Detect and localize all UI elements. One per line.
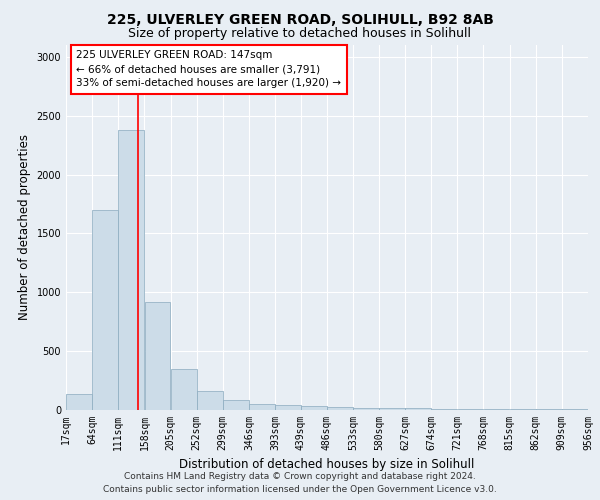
Bar bbox=[66, 394, 92, 410]
Bar bbox=[170, 370, 197, 410]
Bar bbox=[484, 409, 509, 410]
Bar bbox=[405, 408, 431, 410]
Bar bbox=[379, 408, 405, 410]
Y-axis label: Number of detached properties: Number of detached properties bbox=[18, 134, 31, 320]
Text: 225 ULVERLEY GREEN ROAD: 147sqm
← 66% of detached houses are smaller (3,791)
33%: 225 ULVERLEY GREEN ROAD: 147sqm ← 66% of… bbox=[76, 50, 341, 88]
Bar bbox=[118, 130, 144, 410]
Bar bbox=[458, 409, 484, 410]
Bar bbox=[223, 400, 249, 410]
Text: Contains HM Land Registry data © Crown copyright and database right 2024.
Contai: Contains HM Land Registry data © Crown c… bbox=[103, 472, 497, 494]
Bar bbox=[145, 302, 170, 410]
Bar bbox=[275, 406, 301, 410]
Bar bbox=[327, 407, 353, 410]
Bar bbox=[92, 210, 118, 410]
Text: 225, ULVERLEY GREEN ROAD, SOLIHULL, B92 8AB: 225, ULVERLEY GREEN ROAD, SOLIHULL, B92 … bbox=[107, 12, 493, 26]
Bar bbox=[249, 404, 275, 410]
Text: Size of property relative to detached houses in Solihull: Size of property relative to detached ho… bbox=[128, 28, 472, 40]
Bar bbox=[197, 391, 223, 410]
Bar bbox=[353, 408, 379, 410]
Bar bbox=[431, 408, 457, 410]
Bar bbox=[301, 406, 326, 410]
X-axis label: Distribution of detached houses by size in Solihull: Distribution of detached houses by size … bbox=[179, 458, 475, 471]
